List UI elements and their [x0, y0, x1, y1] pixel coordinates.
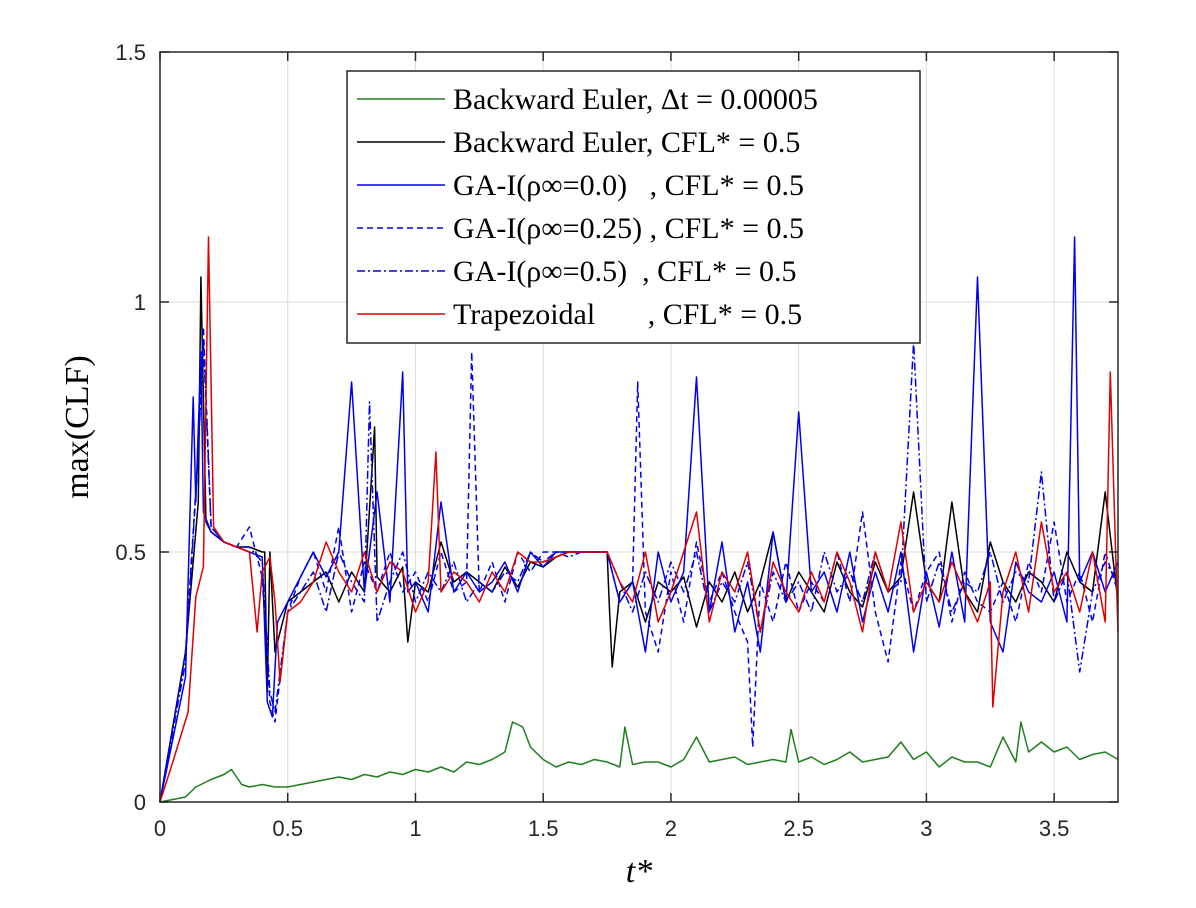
series-line-5 [159, 236, 1119, 803]
y-tick-label: 0 [134, 790, 146, 815]
series-line-0 [159, 721, 1119, 803]
x-tick-label: 2 [665, 816, 677, 841]
legend-label-1: Backward Euler, CFL* = 0.5 [453, 126, 800, 159]
y-tick-label: 1 [134, 290, 146, 315]
y-axis-label: max(CLF) [59, 355, 96, 499]
x-tick-label: 3.5 [1039, 816, 1070, 841]
legend-box [346, 70, 921, 344]
y-tick-label: 0.5 [115, 540, 146, 565]
x-tick-label: 2.5 [783, 816, 814, 841]
legend-label-3: GA-I(ρ∞=0.25) , CFL* = 0.5 [453, 212, 804, 245]
series-line-1 [159, 276, 1119, 803]
y-tick-label: 1.5 [115, 40, 146, 65]
legend-label-4: GA-I(ρ∞=0.5) , CFL* = 0.5 [453, 255, 797, 288]
series-group [159, 236, 1119, 803]
x-tick-label: 3 [920, 816, 932, 841]
x-axis-label: t* [626, 853, 652, 890]
x-tick-label: 0 [154, 816, 166, 841]
series-line-4 [159, 341, 1119, 803]
series-line-3 [159, 326, 1119, 803]
legend-label-0: Backward Euler, Δt = 0.00005 [453, 83, 818, 116]
x-tick-label: 0.5 [272, 816, 303, 841]
plot-frame [159, 51, 1119, 803]
legend-label-2: GA-I(ρ∞=0.0) , CFL* = 0.5 [453, 169, 804, 202]
legend: Backward Euler, Δt = 0.00005 Backward Eul… [346, 70, 921, 344]
x-tick-label: 1.5 [528, 816, 559, 841]
x-tick-label: 1 [409, 816, 421, 841]
legend-label-5: Trapezoidal , CFL* = 0.5 [453, 298, 802, 331]
ticks: 0 0.5 1 1.5 2 2.5 3 3.5 0 0.5 1 1.5 [115, 40, 1118, 841]
